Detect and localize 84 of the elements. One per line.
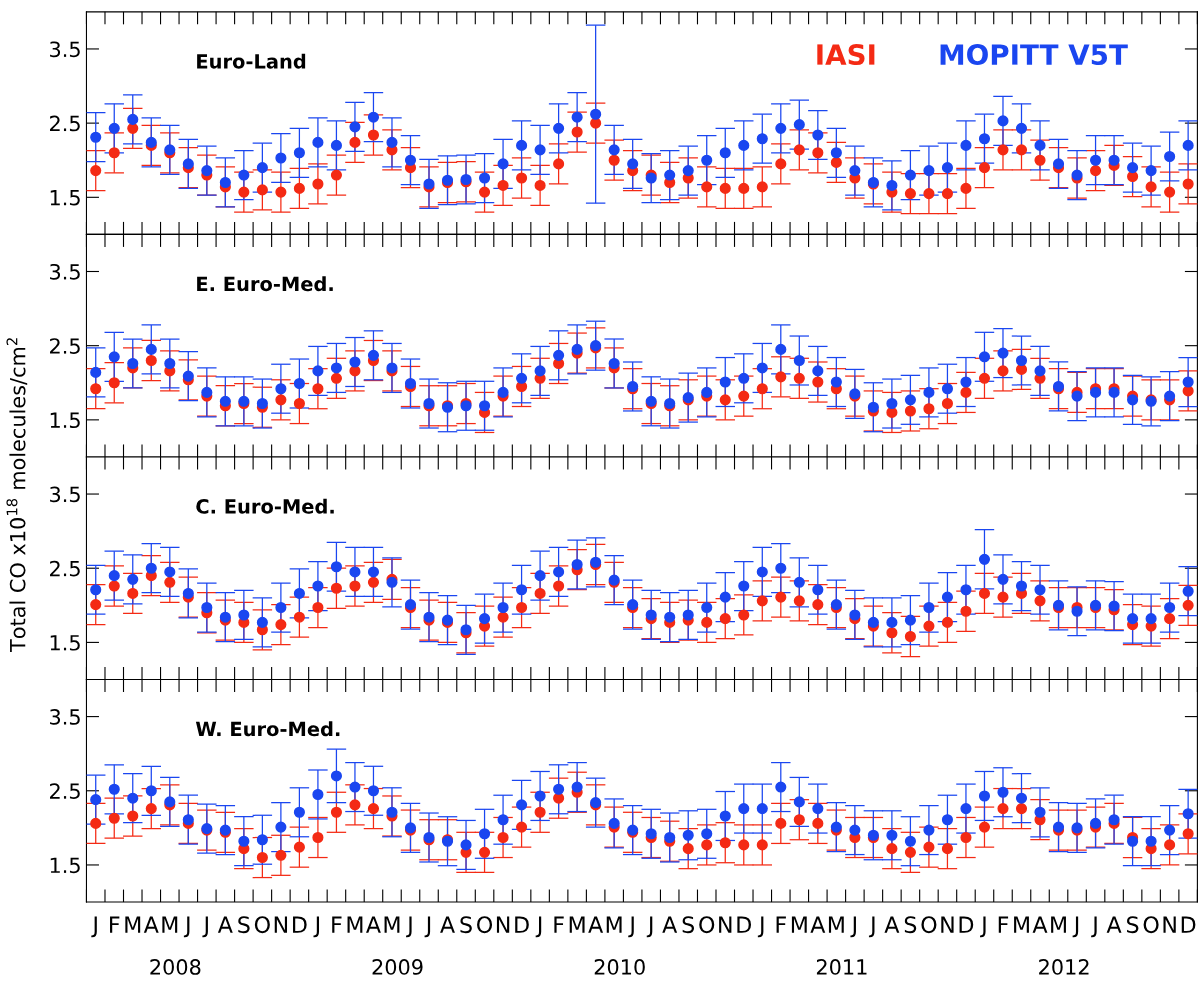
x-tick-label: A: [1032, 916, 1048, 933]
x-tick-label: J: [646, 916, 653, 938]
text: Euro-Land: [197, 53, 306, 69]
x-tick-label: N: [1163, 916, 1176, 933]
y-tick-label: 1.5: [50, 190, 80, 206]
x-tick-label: D: [293, 916, 307, 933]
x-tick-label: A: [588, 916, 604, 933]
text: 2008: [150, 959, 201, 975]
y-tick-label: 2.5: [50, 338, 80, 354]
text: C. Euro-Med.: [196, 498, 334, 514]
x-tick-label: D: [737, 916, 752, 933]
y-tick-label: 2.5: [50, 115, 80, 132]
x-tick-label: N: [719, 916, 732, 933]
x-tick-label: O: [477, 916, 493, 934]
x-tick-label: M: [828, 916, 844, 933]
x-tick-label: N: [274, 916, 288, 933]
x-tick-label: O: [699, 916, 715, 934]
text: 2010: [594, 959, 645, 975]
text: W. Euro-Med.: [195, 721, 340, 737]
x-tick-label: S: [1127, 916, 1139, 934]
x-tick-label: J: [850, 916, 856, 938]
x-tick-label: J: [1072, 916, 1079, 938]
x-tick-label: D: [515, 916, 529, 933]
x-tick-label: S: [460, 916, 472, 934]
y-tick-label: 1.5: [50, 635, 80, 651]
x-tick-label: M: [1014, 916, 1029, 933]
x-tick-label: J: [535, 916, 542, 938]
x-tick-label: O: [921, 916, 937, 934]
x-tick-label: S: [238, 916, 250, 934]
y-axis-title: Total CO x10$^{18}$ molecules/cm$^{2}$: [6, 338, 28, 652]
text: 2012: [1039, 959, 1089, 975]
x-tick-label: J: [868, 916, 875, 938]
x-tick-label: O: [1143, 916, 1159, 934]
text: E. Euro-Med.: [197, 276, 333, 292]
x-tick-label: J: [757, 916, 764, 938]
x-tick-label: A: [810, 916, 826, 933]
y-tick-label: 3.5: [50, 486, 80, 503]
x-tick-label: A: [440, 916, 455, 933]
x-tick-label: N: [941, 916, 954, 933]
x-tick-label: M: [125, 916, 141, 933]
y-tick-label: 3.5: [50, 709, 80, 725]
x-tick-label: J: [980, 916, 986, 938]
x-tick-label: N: [496, 916, 510, 933]
text: IASI: [817, 44, 875, 66]
y-tick-label: 1.5: [50, 857, 80, 874]
y-tick-label: 3.5: [50, 41, 80, 58]
x-tick-label: A: [1106, 916, 1122, 933]
x-tick-label: F: [776, 916, 786, 933]
x-tick-label: M: [791, 916, 807, 933]
x-tick-label: J: [313, 916, 320, 938]
x-tick-label: O: [254, 916, 270, 934]
y-tick-label: 2.5: [50, 560, 80, 577]
x-tick-label: S: [682, 916, 695, 934]
x-tick-label: M: [606, 916, 622, 933]
text: 2009: [372, 959, 423, 975]
x-tick-label: F: [554, 916, 564, 933]
x-tick-label: J: [424, 916, 431, 938]
x-tick-label: F: [998, 916, 1009, 933]
text: MOPITT V5T: [940, 44, 1128, 66]
x-tick-label: A: [662, 916, 678, 933]
x-tick-label: M: [162, 916, 178, 933]
x-tick-label: S: [904, 916, 917, 934]
x-tick-label: J: [628, 916, 634, 938]
x-tick-label: A: [884, 916, 900, 933]
x-tick-label: M: [347, 916, 363, 933]
x-tick-label: F: [332, 916, 342, 933]
x-tick-label: A: [143, 916, 159, 933]
x-tick-label: J: [1091, 916, 1097, 938]
x-tick-label: D: [959, 916, 974, 933]
x-tick-label: M: [1051, 916, 1066, 933]
x-tick-label: J: [91, 916, 97, 938]
x-tick-label: J: [202, 916, 208, 938]
y-tick-label: 1.5: [50, 412, 80, 429]
x-tick-label: A: [217, 916, 233, 933]
x-tick-label: F: [110, 916, 120, 933]
x-tick-label: M: [569, 916, 585, 933]
text: 2011: [816, 959, 867, 975]
x-tick-label: D: [1181, 916, 1196, 933]
x-tick-label: J: [406, 916, 412, 938]
x-tick-label: J: [183, 916, 190, 938]
y-tick-label: 3.5: [50, 263, 80, 280]
y-tick-label: 2.5: [50, 783, 80, 799]
x-tick-label: M: [384, 916, 400, 933]
x-tick-label: A: [366, 916, 381, 933]
